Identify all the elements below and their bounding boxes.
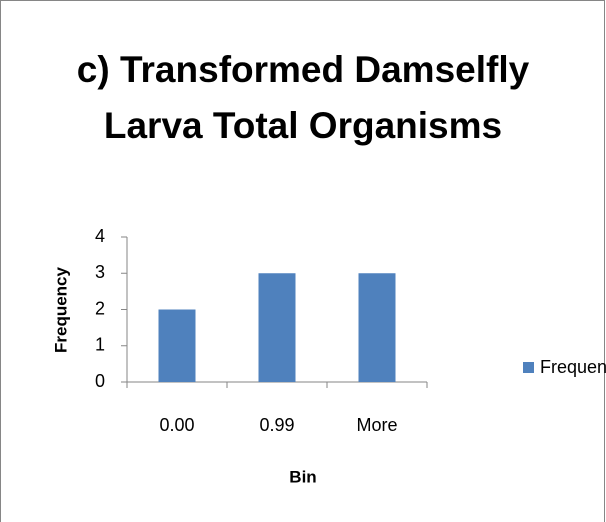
bar bbox=[258, 273, 296, 382]
y-tick-label: 3 bbox=[95, 262, 105, 282]
y-tick-label: 2 bbox=[95, 298, 105, 318]
legend-label: Frequency bbox=[540, 357, 606, 377]
x-tick-label: 0.00 bbox=[159, 415, 194, 435]
x-tick-label: 0.99 bbox=[259, 415, 294, 435]
y-axis-label: Frequency bbox=[51, 266, 70, 353]
x-tick-label: More bbox=[356, 415, 397, 435]
bar bbox=[358, 273, 396, 382]
y-tick-label: 4 bbox=[95, 226, 105, 246]
bar bbox=[158, 309, 196, 382]
x-axis-label: Bin bbox=[289, 467, 316, 486]
y-tick-label: 1 bbox=[95, 335, 105, 355]
y-tick-label: 0 bbox=[95, 371, 105, 391]
legend-swatch bbox=[523, 362, 534, 373]
chart-title: c) Transformed Damselfly Larva Total Org… bbox=[76, 49, 530, 146]
